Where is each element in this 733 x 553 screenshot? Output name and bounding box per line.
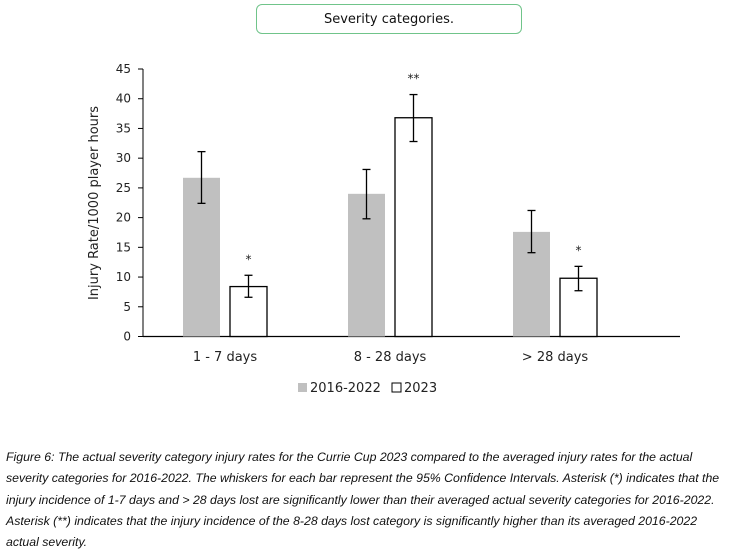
y-tick-label: 35 <box>116 121 131 135</box>
legend-label: 2023 <box>404 381 437 396</box>
legend-label: 2016-2022 <box>310 381 381 396</box>
significance-marker: ** <box>408 72 420 86</box>
x-category-label: > 28 days <box>522 350 589 365</box>
significance-marker: * <box>576 243 582 257</box>
x-category-label: 8 - 28 days <box>354 350 427 365</box>
bar-2016-2022 <box>183 177 220 337</box>
y-tick-label: 20 <box>116 211 131 225</box>
x-category-label: 1 - 7 days <box>193 350 258 365</box>
legend-swatch-2023 <box>391 382 402 393</box>
significance-marker: * <box>246 252 252 266</box>
chart-title-text: Severity categories. <box>323 11 455 27</box>
y-tick-label: 45 <box>116 62 131 76</box>
y-tick-label: 30 <box>116 151 131 165</box>
figure-caption: Figure 6: The actual severity category i… <box>6 450 720 550</box>
bar-2023 <box>394 117 433 338</box>
y-tick-label: 5 <box>123 300 131 314</box>
y-tick-label: 0 <box>123 330 131 344</box>
chart-title: Severity categories. <box>256 4 522 34</box>
y-tick-label: 10 <box>116 270 131 284</box>
bar-chart: 0 5 10 15 20 25 30 35 40 45 Injury Rate/1000 playe… <box>87 62 680 396</box>
legend-swatch-2016-2022 <box>298 383 307 392</box>
y-tick-label: 15 <box>116 240 131 254</box>
y-axis-label: Injury Rate/1000 player hours <box>87 106 102 300</box>
y-tick-label: 40 <box>116 92 131 106</box>
y-tick-label: 25 <box>116 181 131 195</box>
